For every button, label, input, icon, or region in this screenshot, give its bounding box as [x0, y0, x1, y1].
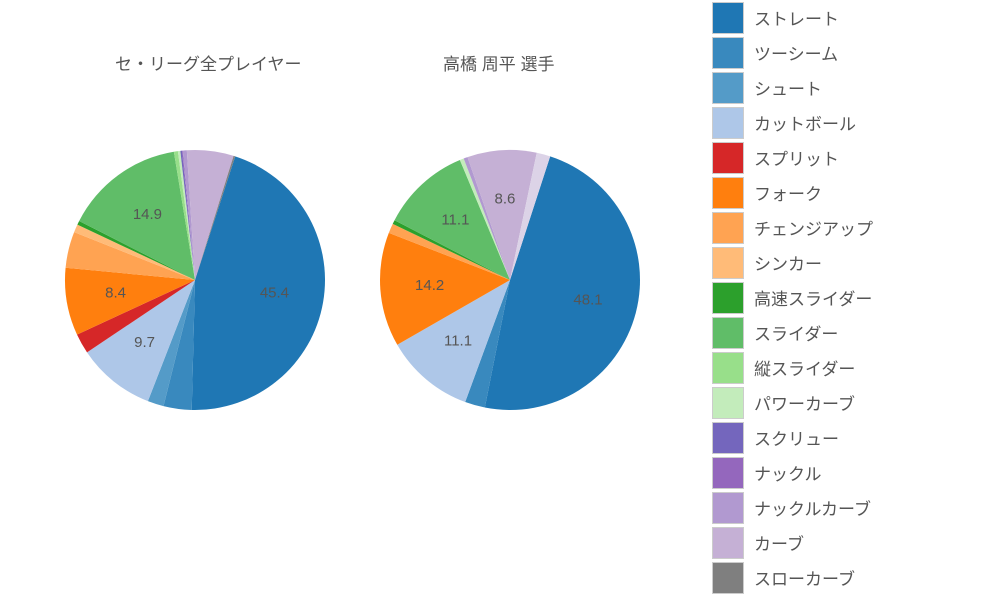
pie-slice-label: 14.2: [415, 277, 444, 294]
legend-swatch: [712, 387, 744, 419]
legend: ストレートツーシームシュートカットボールスプリットフォークチェンジアップシンカー…: [712, 0, 992, 595]
legend-swatch: [712, 2, 744, 34]
legend-swatch: [712, 457, 744, 489]
legend-item: スローカーブ: [712, 560, 992, 595]
legend-swatch: [712, 142, 744, 174]
legend-label: フォーク: [754, 180, 822, 205]
legend-item: 高速スライダー: [712, 280, 992, 315]
legend-label: 縦スライダー: [754, 355, 855, 380]
legend-swatch: [712, 492, 744, 524]
legend-label: パワーカーブ: [754, 390, 855, 415]
legend-item: シュート: [712, 70, 992, 105]
legend-item: ナックル: [712, 455, 992, 490]
legend-swatch: [712, 177, 744, 209]
legend-swatch: [712, 527, 744, 559]
legend-label: 高速スライダー: [754, 285, 872, 310]
legend-item: カットボール: [712, 105, 992, 140]
pie-slice-label: 14.9: [133, 206, 162, 223]
legend-item: ストレート: [712, 0, 992, 35]
legend-label: シュート: [754, 75, 822, 100]
legend-item: シンカー: [712, 245, 992, 280]
legend-label: ツーシーム: [754, 40, 838, 65]
legend-swatch: [712, 282, 744, 314]
legend-item: 縦スライダー: [712, 350, 992, 385]
legend-swatch: [712, 562, 744, 594]
legend-item: チェンジアップ: [712, 210, 992, 245]
legend-label: チェンジアップ: [754, 215, 873, 240]
legend-item: カーブ: [712, 525, 992, 560]
legend-swatch: [712, 72, 744, 104]
pie-title-1: 高橋 周平 選手: [443, 55, 554, 74]
pie-slice-label: 8.4: [105, 285, 126, 302]
legend-label: カーブ: [754, 530, 804, 555]
legend-item: フォーク: [712, 175, 992, 210]
pie-slice-label: 9.7: [134, 334, 155, 351]
legend-swatch: [712, 317, 744, 349]
legend-swatch: [712, 37, 744, 69]
legend-swatch: [712, 352, 744, 384]
legend-swatch: [712, 422, 744, 454]
legend-item: スライダー: [712, 315, 992, 350]
legend-label: ストレート: [754, 5, 839, 30]
legend-item: スクリュー: [712, 420, 992, 455]
pie-slice-label: 48.1: [573, 291, 602, 308]
chart-area: セ・リーグ全プレイヤー 45.4 9.7 8.4 14.9 高橋 周平 選手 48.1 11.…: [0, 0, 700, 600]
pie-slice-label: 11.1: [441, 212, 469, 229]
legend-item: ナックルカーブ: [712, 490, 992, 525]
legend-swatch: [712, 107, 744, 139]
legend-label: スプリット: [754, 145, 839, 170]
pie-slice-label: 11.1: [444, 333, 472, 350]
legend-item: ツーシーム: [712, 35, 992, 70]
pie-title-0: セ・リーグ全プレイヤー: [115, 55, 302, 74]
legend-item: パワーカーブ: [712, 385, 992, 420]
legend-swatch: [712, 212, 744, 244]
legend-label: ナックルカーブ: [754, 495, 871, 520]
legend-label: カットボール: [754, 110, 856, 135]
legend-swatch: [712, 247, 744, 279]
pie-slice-label: 45.4: [260, 285, 289, 302]
legend-label: スクリュー: [754, 425, 839, 450]
legend-label: ナックル: [754, 460, 822, 485]
legend-label: スローカーブ: [754, 565, 855, 590]
legend-label: スライダー: [754, 320, 838, 345]
legend-label: シンカー: [754, 250, 822, 275]
pie-slice-label: 8.6: [495, 191, 516, 208]
legend-item: スプリット: [712, 140, 992, 175]
